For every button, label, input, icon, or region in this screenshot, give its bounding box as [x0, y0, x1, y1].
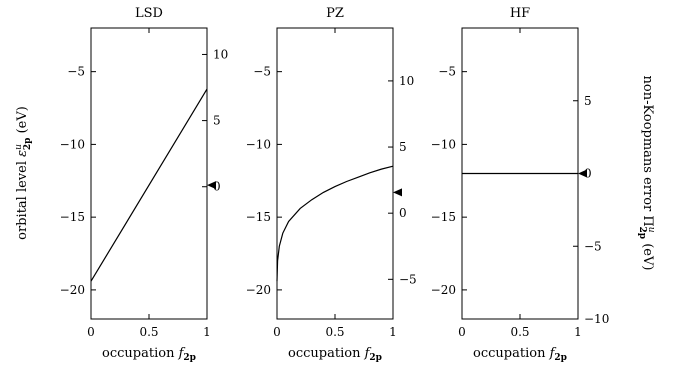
y-tick-label-right: 0	[399, 206, 407, 220]
x-axis-label: occupation f2p	[288, 346, 382, 363]
y-tick-label-left: −5	[253, 65, 271, 79]
y-axis-label-right: non-Koopmans error Πu2p (eV)	[637, 76, 656, 271]
panel-hf: HF 0 0.5 1 −20 −15 −10 −5 −10 −5 0 5 occupation f2p	[431, 6, 610, 363]
series-line	[276, 165, 394, 282]
y-tick-label-right: 0	[584, 167, 592, 181]
y-axis-label-left: orbital level εu2p (eV)	[14, 106, 33, 240]
x-tick-label: 1	[389, 325, 397, 339]
y-tick-label-right: 0	[213, 180, 221, 194]
x-tick-label: 0.5	[510, 325, 529, 339]
panel-lsd: LSD 0 0.5 1 −20 −15 −10 −5 0 5 10 occupation f2p	[60, 6, 229, 363]
y-tick-label-left: −10	[246, 137, 271, 151]
y-tick-label-left: −15	[431, 210, 456, 224]
y-tick-label-right: 10	[399, 74, 414, 88]
x-tick-label: 0.5	[139, 325, 158, 339]
y-tick-label-right: −5	[399, 272, 417, 286]
y-tick-label-right: 5	[213, 114, 221, 128]
y-tick-label-left: −10	[60, 137, 85, 151]
axis-labels-group: orbital level εu2p (eV) non-Koopmans erro…	[14, 76, 656, 271]
zero-marker	[207, 181, 216, 190]
x-tick-label: 0	[273, 325, 281, 339]
x-tick-label: 1	[574, 325, 582, 339]
y-tick-label-right: −5	[584, 239, 602, 253]
x-axis-label: occupation f2p	[102, 346, 196, 363]
x-tick-label: 0	[87, 325, 95, 339]
x-tick-label: 0.5	[325, 325, 344, 339]
panel-title: LSD	[135, 6, 163, 21]
y-tick-label-left: −20	[431, 283, 456, 297]
panel-title: HF	[510, 6, 530, 21]
y-tick-label-left: −15	[246, 210, 271, 224]
plot-frame	[90, 27, 208, 320]
y-tick-label-left: −20	[60, 283, 85, 297]
y-tick-label-left: −5	[438, 65, 456, 79]
series-line	[90, 88, 208, 282]
zero-marker	[393, 188, 402, 197]
y-tick-label-left: −20	[246, 283, 271, 297]
y-tick-label-left: −5	[67, 65, 85, 79]
y-tick-label-right: 5	[584, 94, 592, 108]
y-tick-label-right: −10	[584, 312, 609, 326]
y-tick-label-left: −15	[60, 210, 85, 224]
x-axis-label: occupation f2p	[473, 346, 567, 363]
plot-frame	[276, 27, 394, 320]
x-tick-label: 1	[203, 325, 211, 339]
y-tick-label-right: 5	[399, 140, 407, 154]
zero-marker	[578, 169, 587, 178]
x-tick-label: 0	[458, 325, 466, 339]
panel-title: PZ	[326, 6, 344, 21]
y-tick-label-left: −10	[431, 137, 456, 151]
y-tick-label-right: 10	[213, 47, 228, 61]
panel-pz: PZ 0 0.5 1 −20 −15 −10 −5 −5 0 5 10 occupation f2p	[246, 6, 417, 363]
